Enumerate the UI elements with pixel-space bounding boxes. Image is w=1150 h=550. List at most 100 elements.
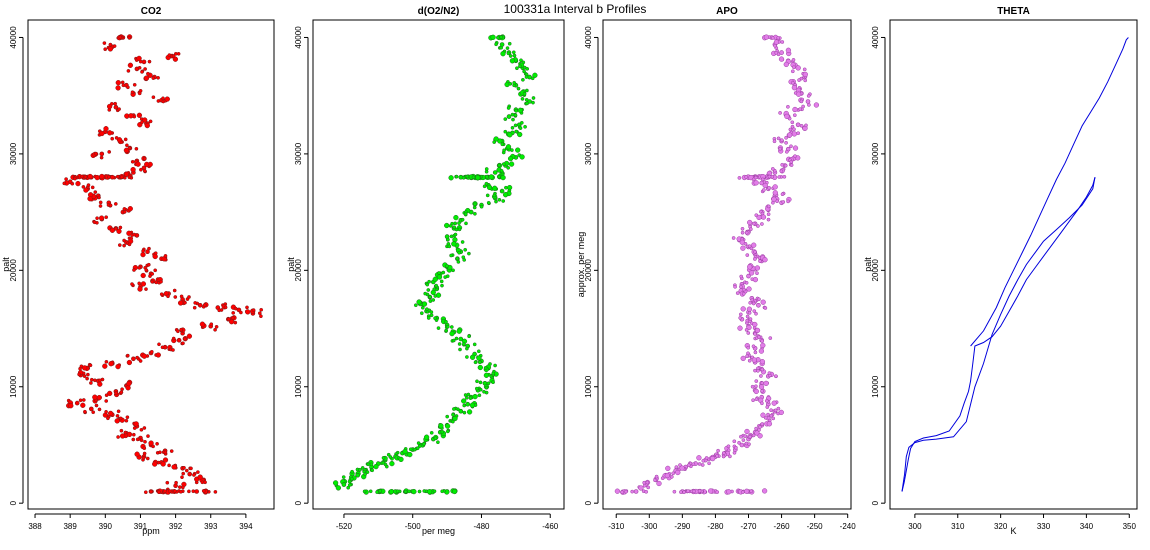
co2-point [142, 446, 147, 451]
o2n2-point [428, 299, 433, 303]
apo-data-marks [614, 34, 820, 495]
co2-point [107, 46, 114, 52]
co2-point [141, 456, 146, 460]
co2-point [146, 434, 150, 438]
apo-point [792, 113, 797, 118]
co2-point [182, 337, 187, 341]
apo-point [733, 284, 737, 289]
o2n2-point [407, 489, 411, 494]
o2n2-point [508, 161, 515, 167]
apo-point [633, 489, 639, 494]
apo-point [746, 345, 751, 350]
co2-point [122, 210, 127, 214]
co2-point [142, 169, 147, 173]
o2n2-y-tick-label: 30000 [294, 142, 303, 165]
apo-point [697, 489, 702, 493]
apo-point [790, 80, 795, 85]
apo-point [772, 190, 778, 196]
apo-point [675, 469, 681, 476]
co2-point [141, 249, 145, 253]
co2-point [135, 161, 141, 167]
apo-point [753, 350, 758, 355]
apo-point [746, 331, 751, 335]
apo-point [780, 162, 785, 167]
co2-point [98, 200, 103, 205]
apo-point [784, 140, 788, 145]
co2-y-axis-label: palt [1, 257, 11, 272]
co2-point [151, 76, 156, 80]
o2n2-point [415, 446, 420, 451]
co2-x-tick-label: 394 [239, 522, 253, 531]
apo-point [740, 306, 746, 312]
apo-point [760, 367, 765, 372]
o2n2-point [438, 423, 444, 429]
co2-point [180, 475, 184, 480]
co2-point [159, 279, 163, 284]
o2n2-point [519, 154, 525, 160]
co2-point [143, 490, 148, 495]
co2-point [149, 489, 153, 494]
apo-point [766, 412, 770, 417]
o2n2-point [505, 144, 512, 150]
co2-point [163, 450, 168, 455]
o2n2-point [532, 72, 538, 78]
apo-point [697, 462, 702, 466]
apo-point [776, 406, 781, 411]
o2n2-point [456, 260, 461, 264]
co2-point [163, 254, 168, 258]
co2-x-tick-label: 389 [63, 522, 77, 531]
o2n2-point [426, 288, 431, 292]
co2-point [136, 112, 143, 118]
co2-point [193, 301, 198, 305]
co2-point [233, 306, 238, 311]
o2n2-point [451, 412, 455, 417]
o2n2-point [500, 174, 506, 181]
apo-point [757, 297, 761, 302]
co2-point [146, 262, 151, 267]
co2-point [146, 71, 150, 76]
co2-point [126, 359, 133, 366]
apo-point [744, 230, 749, 235]
co2-point [87, 173, 93, 180]
apo-point [716, 448, 720, 453]
o2n2-point [488, 174, 494, 180]
co2-point [94, 174, 100, 181]
apo-point [739, 434, 743, 439]
o2n2-point [444, 423, 451, 429]
apo-point [761, 488, 768, 494]
apo-point [756, 368, 760, 373]
apo-point [792, 127, 796, 132]
co2-point [130, 90, 135, 95]
co2-point [176, 337, 182, 343]
o2n2-point [432, 276, 438, 282]
apo-point [755, 271, 759, 276]
o2n2-point [502, 192, 509, 198]
apo-point [813, 102, 820, 108]
co2-point [116, 228, 122, 234]
co2-point [115, 80, 121, 86]
apo-point [760, 222, 764, 226]
o2n2-point [512, 80, 517, 85]
o2n2-point [458, 336, 464, 342]
co2-point [96, 394, 102, 401]
apo-point [772, 184, 778, 190]
o2n2-point [469, 354, 476, 360]
o2n2-point [429, 310, 434, 314]
co2-point [191, 489, 196, 494]
apo-point [747, 244, 752, 249]
co2-data-marks [62, 34, 264, 495]
apo-point [795, 65, 801, 71]
co2-point [74, 400, 80, 406]
apo-point [746, 351, 750, 356]
apo-point [747, 358, 752, 363]
apo-point [707, 488, 714, 494]
co2-point [259, 314, 263, 319]
co2-point [131, 356, 136, 362]
theta-y-tick-label: 30000 [871, 142, 880, 165]
apo-point [660, 476, 665, 481]
co2-point [128, 113, 134, 119]
apo-point [745, 253, 750, 257]
apo-point [778, 56, 785, 62]
co2-point [181, 471, 186, 476]
apo-point [753, 388, 759, 395]
